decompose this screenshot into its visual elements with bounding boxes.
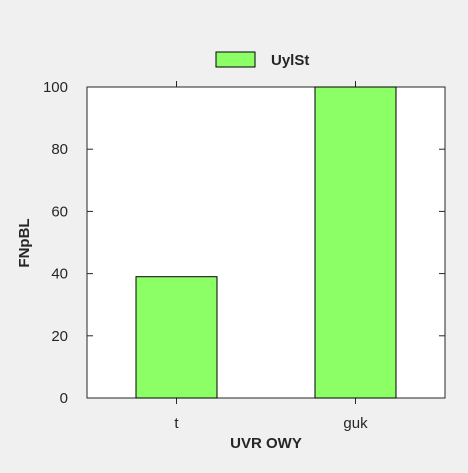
y-tick-label: 40 — [51, 266, 68, 283]
y-tick-label: 20 — [51, 328, 68, 345]
bar — [314, 86, 397, 399]
x-axis-title: UVR OWY — [230, 435, 302, 452]
x-tick-label: guk — [343, 415, 368, 432]
y-tick-label: 100 — [43, 79, 68, 96]
bars — [135, 86, 397, 399]
y-tick-label: 80 — [51, 141, 68, 158]
legend-label: UylSt — [271, 52, 309, 69]
legend-swatch — [215, 51, 256, 68]
x-tick-labels: t guk — [174, 415, 368, 432]
y-tick-label: 60 — [51, 203, 68, 220]
y-axis-title: FNpBL — [16, 218, 33, 267]
x-tick-label: t — [174, 415, 179, 432]
tick-marks — [87, 81, 445, 404]
bar — [135, 276, 218, 399]
y-tick-label: 0 — [60, 390, 68, 407]
legend: UylSt — [215, 51, 309, 69]
y-tick-labels: 0 20 40 60 80 100 — [43, 79, 68, 407]
